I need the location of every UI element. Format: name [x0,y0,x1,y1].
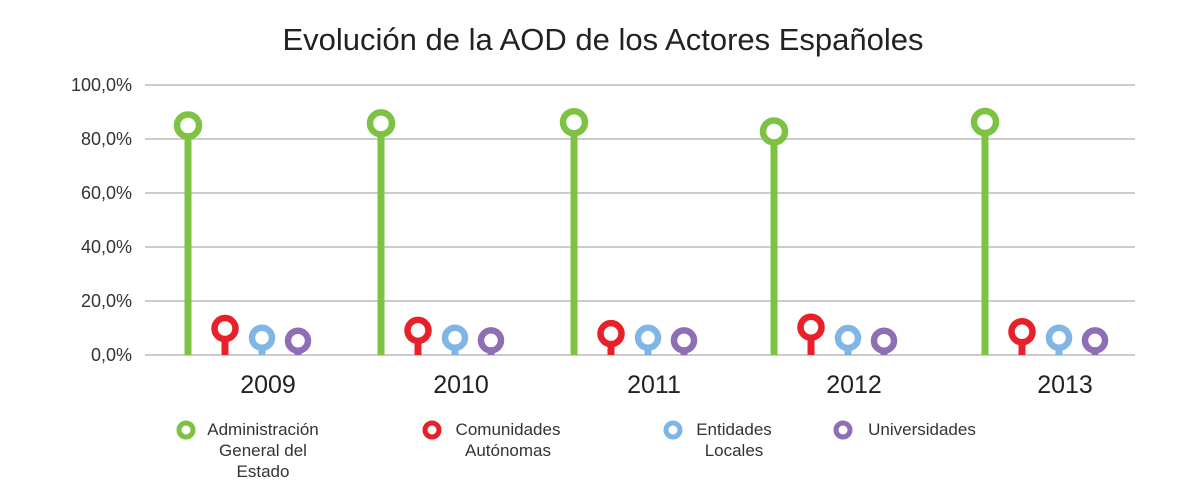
lollipop-point [404,316,432,345]
legend-label: Comunidades Autónomas [456,420,561,460]
legend-item: Entidades Locales [663,420,772,460]
x-tick-label: 2010 [433,371,489,399]
lollipop-point [173,111,203,140]
lollipop-point [211,314,239,343]
lollipop-point [1045,324,1073,351]
lollipop-point [441,324,469,351]
lollipop-point [759,117,789,146]
x-tick-label: 2013 [1037,371,1093,399]
legend-item: Universidades [833,420,976,440]
legend: Administración General del Estado Comunidad… [176,420,976,481]
y-tick-label: 100,0% [71,75,132,95]
lollipop-point [970,107,1000,137]
y-tick-label: 20,0% [81,291,132,311]
chart-title: Evolución de la AOD de los Actores Españ… [282,22,923,57]
lollipop-point [477,327,505,354]
legend-label: Entidades Locales [696,420,772,460]
y-tick-label: 80,0% [81,129,132,149]
legend-label: Universidades [868,420,976,439]
lollipop-point [670,327,698,354]
x-tick-label: 2009 [240,371,296,399]
lollipop-point [1081,327,1109,354]
lollipop-point [559,108,589,137]
data-marks [173,107,1109,355]
lollipop-point [870,327,898,354]
lollipop-point [1008,318,1036,346]
legend-marker [422,420,442,440]
y-tick-label: 40,0% [81,237,132,257]
legend-marker [663,420,683,440]
legend-label: Administración General del Estado [207,420,319,481]
grid-layer [145,84,1135,356]
lollipop-point [366,109,396,138]
y-tick-label: 60,0% [81,183,132,203]
lollipop-point [248,324,276,351]
lollipop-point [597,319,625,348]
legend-item: Administración General del Estado [176,420,319,481]
legend-marker [833,420,853,440]
lollipop-point [634,324,662,351]
legend-item: Comunidades Autónomas [422,420,561,460]
x-axis-ticks: 2009 2010 2011 2012 2013 [240,371,1093,399]
lollipop-point [284,327,312,354]
y-axis-ticks: 0,0% 20,0% 40,0% 60,0% 80,0% 100,0% [71,75,132,365]
x-tick-label: 2012 [826,371,882,399]
x-tick-label: 2011 [627,371,681,399]
lollipop-point [797,313,825,341]
y-tick-label: 0,0% [91,345,132,365]
legend-marker [176,420,196,440]
lollipop-point [834,324,862,352]
